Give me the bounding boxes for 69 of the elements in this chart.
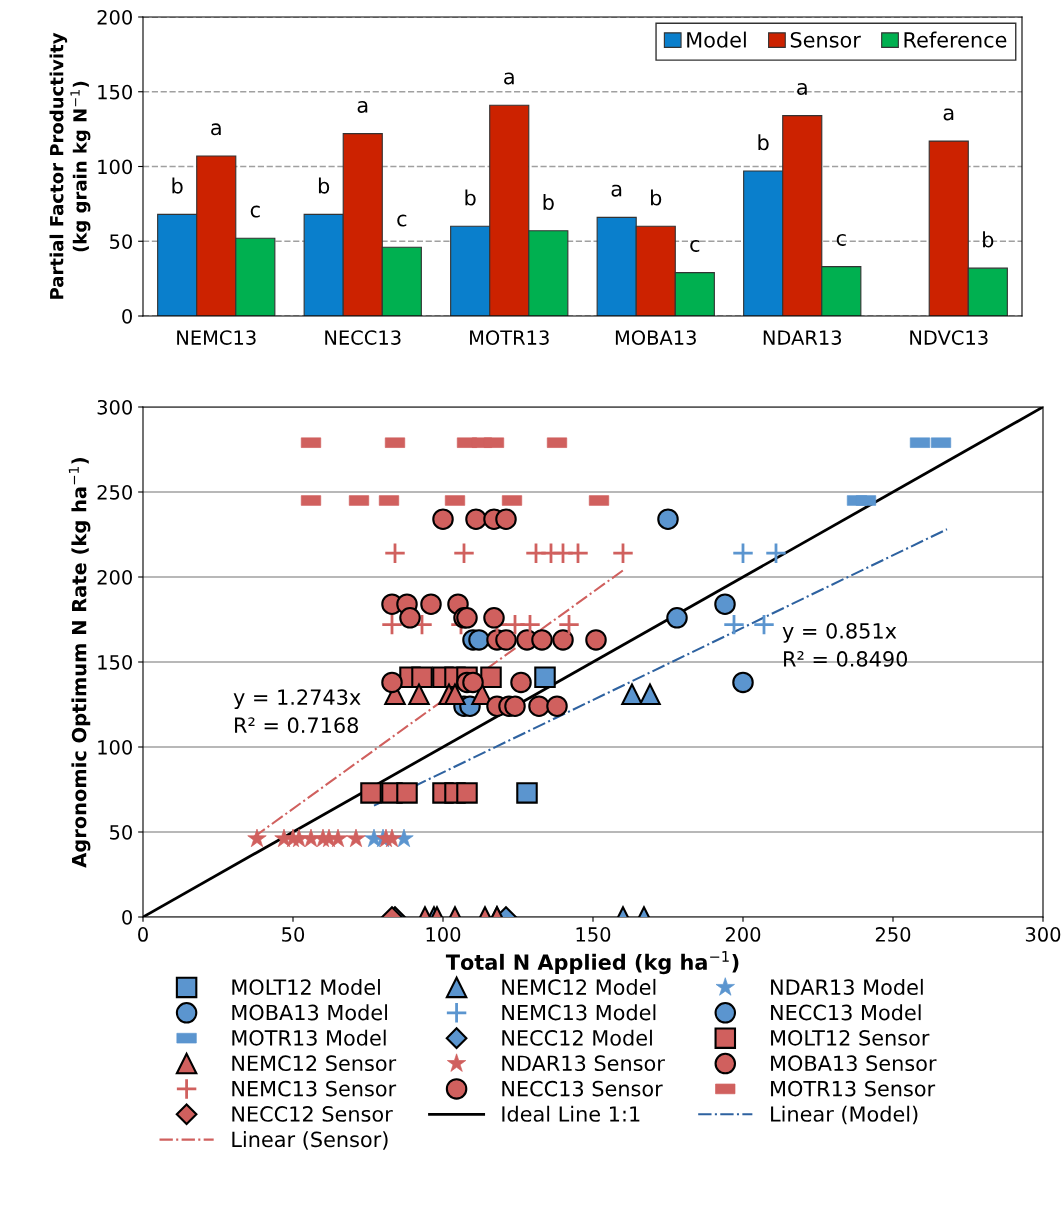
- legend-label: MOTR13 Model: [232, 1029, 386, 1046]
- legend-label: NECC12 Model: [502, 1029, 652, 1046]
- annotation: y = 0.851x R² = 0.8490: [782, 622, 908, 667]
- data-label: b: [543, 193, 554, 211]
- y-tick-label: 50: [110, 234, 132, 249]
- legend-label: MOBA13 Sensor: [771, 1055, 937, 1072]
- legend-label: MOLT12 Model: [232, 978, 380, 996]
- legend-label: Linear (Model): [771, 1105, 918, 1125]
- legend-label: Linear (Sensor): [232, 1131, 388, 1150]
- x-tick-label: NECC13: [325, 330, 401, 345]
- data-label: b: [983, 231, 994, 248]
- data-label: a: [211, 123, 221, 136]
- data-label: c: [690, 239, 700, 252]
- x-tick-label: NDVC13: [910, 330, 988, 345]
- legend-label: Ideal Line 1:1: [502, 1105, 640, 1122]
- x-tick-label: MOBA13: [615, 330, 696, 345]
- x-tick-label: 50: [282, 927, 305, 942]
- y-tick-label: 0: [122, 308, 132, 324]
- y-axis-title: Agronomic Optimum N Rate (kg ha$^{−1}$): [68, 457, 91, 868]
- x-tick-label: 0: [138, 927, 148, 942]
- y-tick-label: 300: [97, 399, 132, 415]
- y-tick-label: 200: [97, 9, 132, 25]
- legend-label: NEMC13 Model: [502, 1004, 656, 1021]
- x-tick-label: 300: [1025, 927, 1061, 942]
- x-tick-label: 250: [875, 927, 911, 942]
- data-label: c: [836, 234, 846, 246]
- data-label: a: [504, 72, 514, 85]
- y-tick-label: 150: [98, 84, 132, 100]
- data-label: c: [397, 214, 407, 227]
- y-tick-label: 200: [97, 569, 132, 585]
- legend-label: NEMC13 Sensor: [232, 1080, 397, 1097]
- y-tick-label: 0: [122, 909, 132, 925]
- legend-label: NECC13 Sensor: [502, 1080, 663, 1097]
- legend-label: MOBA13 Model: [232, 1004, 387, 1021]
- legend-label: NECC13 Model: [771, 1004, 921, 1021]
- annotation: y = 1.2743x R² = 0.7168: [233, 689, 361, 734]
- y-axis-title: Partial Factor Productivity (kg grain kg N$^{−1}$): [49, 32, 91, 299]
- legend-label: NDAR13 Sensor: [502, 1055, 665, 1072]
- data-label: a: [611, 184, 622, 197]
- x-tick-label: 100: [426, 927, 461, 942]
- data-label: a: [357, 100, 368, 113]
- x-tick-label: 150: [576, 927, 611, 942]
- legend-label: NECC12 Sensor: [232, 1106, 393, 1122]
- legend-label: MOTR13 Sensor: [771, 1080, 936, 1097]
- x-tick-label: NEMC13: [177, 330, 256, 345]
- legend-label: NDAR13 Model: [771, 978, 923, 996]
- legend-label: Reference: [904, 31, 1007, 48]
- y-tick-label: 250: [97, 484, 132, 500]
- x-axis-title: Total N Applied (kg ha$^{−1}$): [445, 951, 739, 975]
- data-label: c: [250, 205, 260, 218]
- y-tick-label: 50: [110, 824, 132, 840]
- legend-label: Sensor: [790, 31, 861, 48]
- legend-label: Model: [687, 31, 746, 48]
- data-label: b: [318, 177, 330, 194]
- data-label: b: [651, 189, 662, 206]
- x-tick-label: NDAR13: [763, 330, 842, 345]
- data-label: b: [465, 189, 476, 206]
- data-label: b: [172, 177, 183, 194]
- x-tick-label: MOTR13: [470, 330, 549, 345]
- data-label: b: [758, 134, 769, 151]
- x-tick-label: 200: [725, 927, 761, 942]
- legend-label: NEMC12 Sensor: [232, 1055, 397, 1072]
- data-label: a: [943, 108, 954, 121]
- y-tick-label: 150: [98, 654, 132, 670]
- legend-label: NEMC12 Model: [502, 978, 656, 996]
- y-tick-label: 100: [98, 739, 132, 755]
- y-tick-label: 100: [98, 159, 132, 175]
- data-label: a: [797, 83, 807, 95]
- legend-label: MOLT12 Sensor: [771, 1029, 930, 1046]
